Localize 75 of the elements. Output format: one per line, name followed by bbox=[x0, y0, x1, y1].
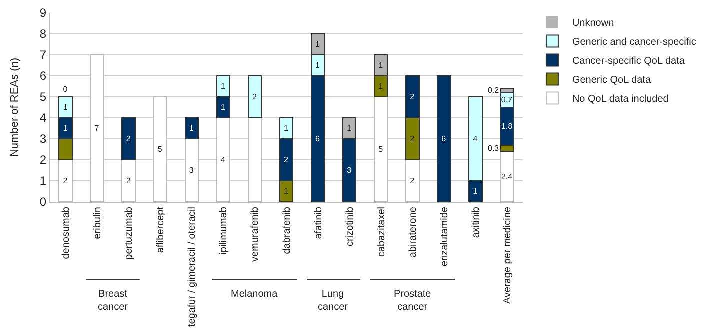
data-label: 1 bbox=[284, 124, 289, 133]
x-tick-label: vemurafenib bbox=[250, 206, 262, 262]
bar bbox=[248, 76, 262, 118]
x-tick-label: axitinib bbox=[470, 206, 482, 238]
data-label: 0.2 bbox=[488, 86, 500, 95]
data-label: 1 bbox=[63, 124, 68, 133]
y-tick-label: 8 bbox=[40, 27, 47, 42]
text: Melanoma bbox=[231, 289, 278, 300]
data-label: 2 bbox=[252, 92, 258, 102]
x-tick-label: pertuzumab bbox=[124, 206, 136, 260]
y-tick-label: 5 bbox=[40, 90, 47, 104]
bar bbox=[437, 76, 452, 202]
y-tick-label: 6 bbox=[40, 69, 47, 84]
x-tick-label: afatinib bbox=[313, 206, 324, 240]
data-label: 4 bbox=[473, 134, 478, 144]
data-label: 1 bbox=[63, 103, 68, 112]
data-label: 0.7 bbox=[501, 96, 514, 105]
x-tick-label: tegafur / gimeracil / oteracil bbox=[187, 207, 198, 328]
x-tick-label: crizotinib bbox=[344, 206, 356, 246]
y-axis-title: Number of REAs (n) bbox=[9, 58, 21, 158]
data-label: 1 bbox=[284, 187, 289, 196]
data-label: 1.8 bbox=[501, 122, 514, 131]
data-label: 6 bbox=[442, 134, 447, 144]
data-label: 5 bbox=[158, 145, 163, 154]
data-label: 2.4 bbox=[501, 172, 514, 182]
data-label: 2 bbox=[410, 134, 416, 144]
x-tick-label: abiraterone bbox=[408, 206, 419, 258]
data-label: 1 bbox=[220, 82, 226, 91]
data-label: 2 bbox=[410, 92, 416, 102]
bar bbox=[184, 118, 200, 140]
text: Breast cancer bbox=[98, 289, 129, 313]
data-label: 4 bbox=[220, 156, 226, 164]
data-label: 0 bbox=[63, 85, 68, 94]
data-label: 1 bbox=[378, 82, 384, 91]
data-label: 3 bbox=[347, 166, 352, 175]
data-label: 6 bbox=[316, 134, 321, 144]
data-label: 7 bbox=[94, 124, 100, 133]
legend-label: Generic QoL data bbox=[572, 75, 652, 86]
data-label: 1 bbox=[189, 124, 194, 133]
data-label: 1 bbox=[347, 124, 352, 133]
bar bbox=[122, 118, 136, 160]
legend-label: No QoL data included bbox=[572, 94, 669, 106]
legend-label: Cancer-specific QoL data bbox=[572, 56, 686, 68]
data-label: 2 bbox=[284, 156, 289, 164]
legend-label: Unknown bbox=[572, 18, 614, 30]
y-tick-label: 7 bbox=[40, 48, 47, 62]
x-tick-label: Average per medicine bbox=[502, 206, 514, 304]
text: Prostate cancer bbox=[394, 289, 432, 313]
y-tick-label: 1 bbox=[40, 174, 47, 188]
x-tick-label: eribulin bbox=[92, 207, 104, 240]
y-tick-label: 9 bbox=[40, 6, 47, 20]
data-label: 1 bbox=[473, 187, 478, 196]
text: Lung cancer bbox=[318, 289, 349, 313]
y-tick-label: 3 bbox=[40, 132, 47, 146]
x-tick-label: enzalutamide bbox=[439, 206, 450, 266]
data-label: 3 bbox=[189, 166, 194, 175]
data-label: 1 bbox=[220, 103, 226, 112]
data-label: 2 bbox=[63, 176, 68, 186]
data-label: 1 bbox=[316, 40, 321, 49]
y-tick-label: 4 bbox=[40, 111, 47, 126]
data-label: 0.3 bbox=[488, 144, 500, 153]
x-tick-label: ipilimumab bbox=[218, 206, 230, 255]
data-label: 1 bbox=[378, 61, 384, 70]
data-label: 2 bbox=[126, 134, 132, 144]
y-tick-label: 0 bbox=[40, 195, 47, 210]
data-label: 5 bbox=[378, 145, 384, 154]
data-label: 2 bbox=[410, 176, 416, 186]
x-tick-label: dabrafenib bbox=[282, 206, 293, 254]
x-tick-label: denosumab bbox=[61, 206, 72, 260]
legend-label: Generic and cancer-specific bbox=[572, 37, 696, 48]
x-tick-label: cabazitaxel bbox=[376, 207, 388, 258]
data-label: 2 bbox=[126, 176, 132, 186]
data-label: 1 bbox=[316, 61, 321, 70]
y-tick-label: 2 bbox=[40, 153, 47, 168]
x-tick-label: aflibercept bbox=[156, 206, 167, 254]
